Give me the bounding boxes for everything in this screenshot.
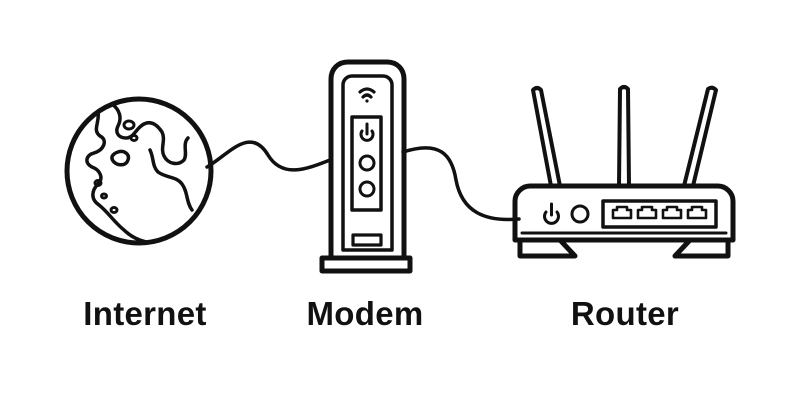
ethernet-port	[611, 205, 633, 220]
modem-icon	[319, 59, 413, 274]
ethernet-port	[686, 205, 708, 220]
router-label: Router	[570, 295, 680, 332]
router-power-icon	[543, 202, 560, 225]
internet-label: Internet	[83, 295, 207, 332]
modem-slot	[351, 233, 383, 247]
router-icon	[512, 85, 736, 259]
modem-indicator-light	[358, 154, 376, 172]
cable-modem-to-router	[401, 146, 521, 222]
router-antenna	[617, 85, 631, 188]
cable-globe-to-modem	[205, 140, 332, 172]
modem-label: Modem	[306, 295, 424, 332]
modem-power-icon	[359, 122, 375, 142]
router-port-panel	[601, 199, 718, 229]
router-antenna	[682, 85, 718, 188]
ethernet-port	[636, 205, 658, 220]
modem-indicator-light	[358, 180, 376, 198]
router-antenna	[531, 86, 562, 188]
wifi-icon	[358, 87, 376, 103]
router-button	[570, 204, 590, 224]
globe-icon	[64, 96, 214, 246]
ethernet-port	[661, 205, 683, 220]
